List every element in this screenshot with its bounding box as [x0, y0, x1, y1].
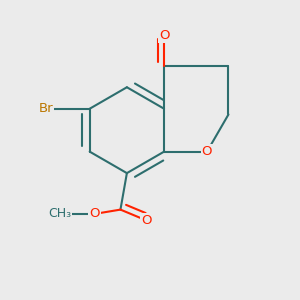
- Text: O: O: [202, 145, 212, 158]
- Text: Br: Br: [39, 102, 53, 115]
- Text: CH₃: CH₃: [48, 207, 71, 220]
- Text: O: O: [89, 207, 100, 220]
- Text: O: O: [141, 214, 152, 227]
- Text: O: O: [159, 29, 169, 42]
